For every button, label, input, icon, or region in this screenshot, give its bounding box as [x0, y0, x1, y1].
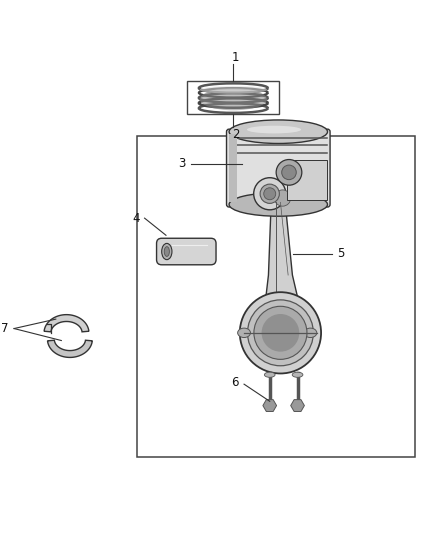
- Ellipse shape: [292, 372, 303, 377]
- Ellipse shape: [200, 88, 267, 110]
- Ellipse shape: [282, 165, 296, 180]
- Ellipse shape: [247, 126, 301, 133]
- Polygon shape: [44, 314, 89, 332]
- Text: 3: 3: [178, 157, 185, 171]
- FancyBboxPatch shape: [156, 238, 216, 265]
- Polygon shape: [265, 198, 298, 313]
- Text: 5: 5: [337, 247, 344, 260]
- FancyBboxPatch shape: [226, 129, 330, 207]
- Ellipse shape: [268, 183, 297, 213]
- Ellipse shape: [254, 177, 286, 210]
- Ellipse shape: [264, 188, 276, 200]
- Bar: [137, 136, 415, 457]
- Ellipse shape: [162, 244, 172, 260]
- Ellipse shape: [240, 292, 321, 374]
- Bar: [187, 82, 279, 114]
- Ellipse shape: [229, 193, 328, 216]
- Text: 7: 7: [1, 322, 9, 335]
- Ellipse shape: [275, 190, 291, 206]
- Text: 4: 4: [132, 212, 139, 224]
- Text: 2: 2: [232, 127, 239, 141]
- Ellipse shape: [261, 314, 299, 352]
- Ellipse shape: [254, 306, 307, 359]
- Ellipse shape: [238, 328, 251, 337]
- Ellipse shape: [304, 328, 317, 337]
- Ellipse shape: [164, 247, 170, 256]
- Ellipse shape: [260, 184, 279, 204]
- Ellipse shape: [247, 300, 313, 366]
- Bar: [229, 134, 237, 203]
- Ellipse shape: [265, 372, 275, 377]
- Ellipse shape: [200, 86, 267, 94]
- Ellipse shape: [276, 159, 302, 185]
- Text: 1: 1: [232, 51, 239, 64]
- Ellipse shape: [229, 120, 328, 143]
- Text: 6: 6: [231, 376, 239, 389]
- Bar: [287, 160, 328, 200]
- Polygon shape: [48, 340, 92, 358]
